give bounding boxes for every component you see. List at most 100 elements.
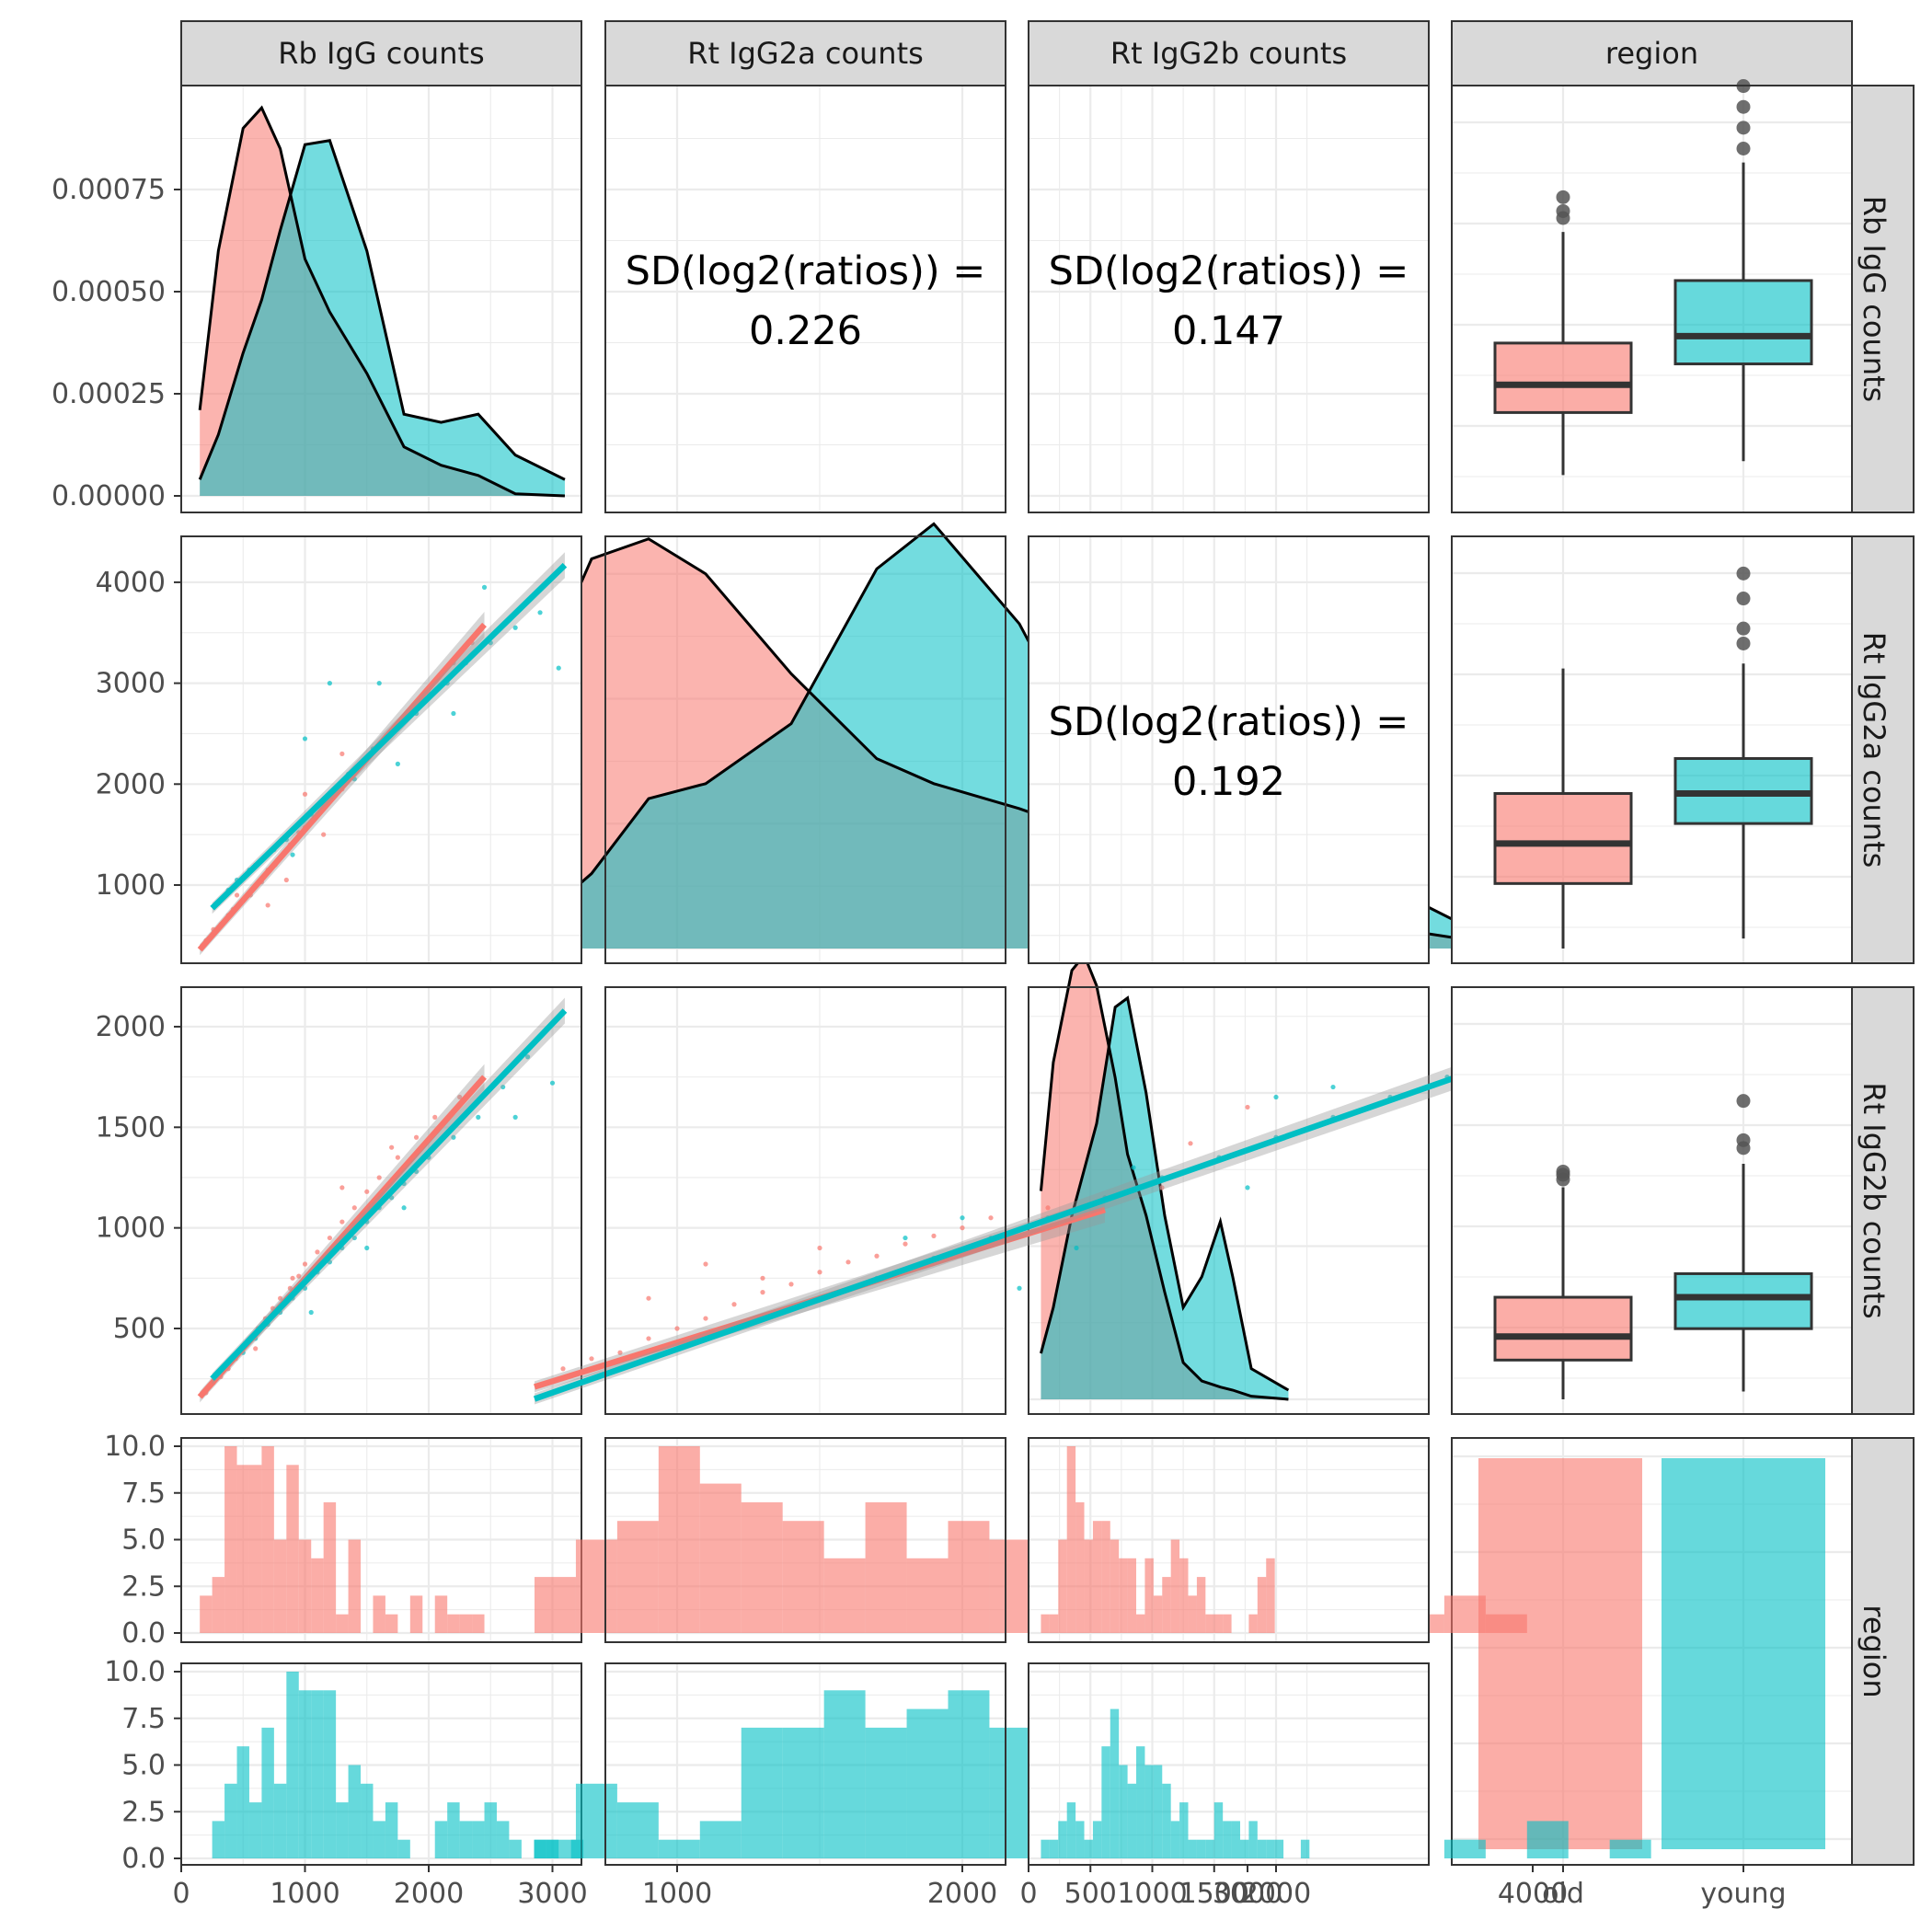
histogram-bar-old: [1101, 1521, 1110, 1633]
column-strip: [1451, 20, 1853, 86]
density-line-young: [198, 139, 566, 481]
histogram-bar-old: [1110, 1539, 1120, 1633]
scatter-point-young: [327, 681, 332, 686]
scatter-point-young: [512, 1114, 518, 1120]
histogram-bar-old: [248, 1465, 262, 1633]
panel-border: [1451, 535, 1853, 964]
x-tick-label: 1000: [270, 1878, 339, 1910]
histogram-bar-old: [1136, 1614, 1145, 1633]
x-tick-label: 2000: [1241, 1878, 1311, 1910]
panel-border: [604, 1662, 1006, 1866]
scatter-point-young: [960, 1215, 965, 1221]
scatter-point-young: [481, 584, 488, 590]
y-tick-label: 7.5: [121, 1478, 166, 1510]
scatter-point-young: [556, 665, 561, 671]
scatter-point-old: [413, 1134, 420, 1140]
histogram-bar-old: [434, 1595, 448, 1633]
histogram-bar-young: [1153, 1765, 1163, 1858]
histogram-bar-old: [1248, 1614, 1258, 1633]
scatter-point-old: [351, 1205, 357, 1211]
scatter-point-young: [476, 1114, 481, 1120]
scatter-point-young: [512, 625, 518, 630]
region-bar-young: [1662, 1458, 1825, 1849]
correlation-value: 0.192: [1172, 759, 1285, 805]
histogram-bar-old: [212, 1577, 225, 1633]
correlation-value: 0.147: [1172, 308, 1285, 354]
histogram-bar-young: [989, 1727, 1031, 1858]
scatter-point-old: [327, 1235, 332, 1241]
boxplot-panel: [1452, 536, 1852, 963]
histogram-bar-old: [1223, 1614, 1232, 1633]
histogram-bar-old: [336, 1614, 349, 1633]
x-tick-label: 500: [1064, 1878, 1117, 1910]
histogram-bar-old: [311, 1558, 324, 1633]
panel-border: [1028, 535, 1430, 964]
scatter-point-old: [376, 1175, 382, 1180]
histogram-bar-old: [385, 1614, 398, 1633]
scatter-point-old: [988, 1215, 994, 1221]
histogram-bar-young: [1136, 1746, 1145, 1858]
outlier-point-young: [1736, 1133, 1751, 1147]
histogram-bar-old: [286, 1465, 299, 1633]
histogram-bar-young: [1609, 1839, 1651, 1858]
row-strip-label: Rt IgG2b counts: [1857, 1082, 1892, 1318]
histogram-bar-old: [1170, 1539, 1180, 1633]
y-tick-label: 5.0: [121, 1524, 166, 1557]
correlation-label: SD(log2(ratios)) =: [1049, 248, 1409, 294]
scatter-point-old: [960, 1225, 965, 1231]
histogram-bar-young: [782, 1727, 824, 1858]
y-tick-label: 2.5: [121, 1570, 166, 1603]
scatter-point-old: [253, 1346, 259, 1351]
histogram-bar-young: [509, 1839, 522, 1858]
y-tick-label: 3000: [96, 668, 166, 700]
row-strip-label: Rt IgG2a counts: [1857, 632, 1892, 868]
histogram-bar-young: [1526, 1821, 1569, 1858]
histogram-bar-young: [906, 1708, 949, 1858]
histogram-bar-young: [948, 1690, 990, 1858]
y-tick-label: 4000: [96, 567, 166, 599]
box-old: [1493, 341, 1633, 414]
density-line-old: [1039, 952, 1289, 1401]
histogram-bar-young: [1196, 1839, 1206, 1858]
y-tick-label: 2000: [96, 1011, 166, 1043]
histogram-bar-young: [1144, 1765, 1154, 1858]
histogram-bar-young: [699, 1821, 742, 1858]
x-tick-label: 2000: [394, 1878, 464, 1910]
scatter-point-old: [389, 1144, 395, 1150]
histogram-bar-young: [323, 1690, 337, 1858]
scatter-point-young: [549, 1080, 556, 1086]
histogram-bar-old: [348, 1539, 362, 1633]
histogram-bar-old: [906, 1558, 949, 1633]
outlier-point-old: [1556, 203, 1570, 218]
scatter-point-young: [1074, 1245, 1079, 1251]
scatter-point-old: [874, 1253, 880, 1259]
density-area-young: [1041, 997, 1289, 1399]
x-tick-label: 0: [172, 1878, 190, 1910]
box-young: [1673, 279, 1813, 366]
scatter-point-young: [395, 761, 400, 766]
y-tick-label: 1000: [96, 869, 166, 902]
y-tick-label: 0.00050: [52, 276, 166, 308]
histogram-bar-old: [1049, 1614, 1059, 1633]
histogram-bar-young: [1110, 1708, 1120, 1858]
histogram-bar-old: [575, 1539, 617, 1633]
scatter-point-old: [674, 1326, 680, 1331]
histogram-bar-young: [1066, 1802, 1076, 1858]
scatter-point-young: [537, 610, 543, 615]
column-strip: [604, 20, 1006, 86]
scatter-point-old: [321, 832, 327, 837]
scatter-point-young: [1330, 1084, 1336, 1090]
column-strip: [180, 20, 582, 86]
histogram-bar-young: [212, 1821, 225, 1858]
scatter-point-old: [339, 1219, 345, 1225]
histogram-bar-old: [948, 1521, 990, 1633]
x-category-label: young: [1700, 1878, 1786, 1910]
x-tick-label: 1000: [642, 1878, 712, 1910]
histogram-bar-old: [1092, 1521, 1102, 1633]
fit-line-young: [210, 562, 568, 911]
histogram-bar-young: [472, 1821, 485, 1858]
scatter-point-old: [278, 1295, 283, 1301]
correlation-value: 0.226: [749, 308, 862, 354]
histogram-bar-young: [1300, 1839, 1310, 1858]
histogram-bar-old: [989, 1539, 1031, 1633]
